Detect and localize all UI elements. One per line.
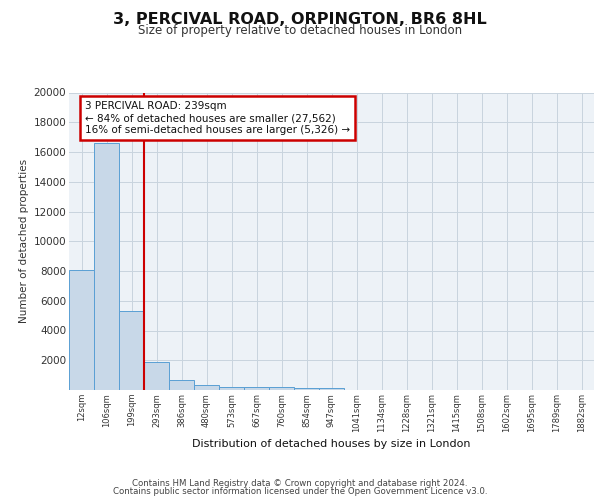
Bar	[144, 362, 169, 390]
Text: Contains HM Land Registry data © Crown copyright and database right 2024.: Contains HM Land Registry data © Crown c…	[132, 478, 468, 488]
Bar	[69, 270, 94, 390]
Text: 3, PERCIVAL ROAD, ORPINGTON, BR6 8HL: 3, PERCIVAL ROAD, ORPINGTON, BR6 8HL	[113, 12, 487, 28]
Bar	[94, 143, 119, 390]
Text: 3 PERCIVAL ROAD: 239sqm
← 84% of detached houses are smaller (27,562)
16% of sem: 3 PERCIVAL ROAD: 239sqm ← 84% of detache…	[85, 102, 350, 134]
Bar	[294, 388, 319, 390]
Bar	[319, 388, 344, 390]
Bar	[219, 386, 244, 390]
Bar	[194, 385, 219, 390]
Bar	[169, 380, 194, 390]
Bar	[269, 387, 294, 390]
Y-axis label: Number of detached properties: Number of detached properties	[19, 159, 29, 324]
Bar	[244, 387, 269, 390]
Bar	[119, 311, 144, 390]
X-axis label: Distribution of detached houses by size in London: Distribution of detached houses by size …	[192, 439, 471, 449]
Text: Contains public sector information licensed under the Open Government Licence v3: Contains public sector information licen…	[113, 487, 487, 496]
Text: Size of property relative to detached houses in London: Size of property relative to detached ho…	[138, 24, 462, 37]
